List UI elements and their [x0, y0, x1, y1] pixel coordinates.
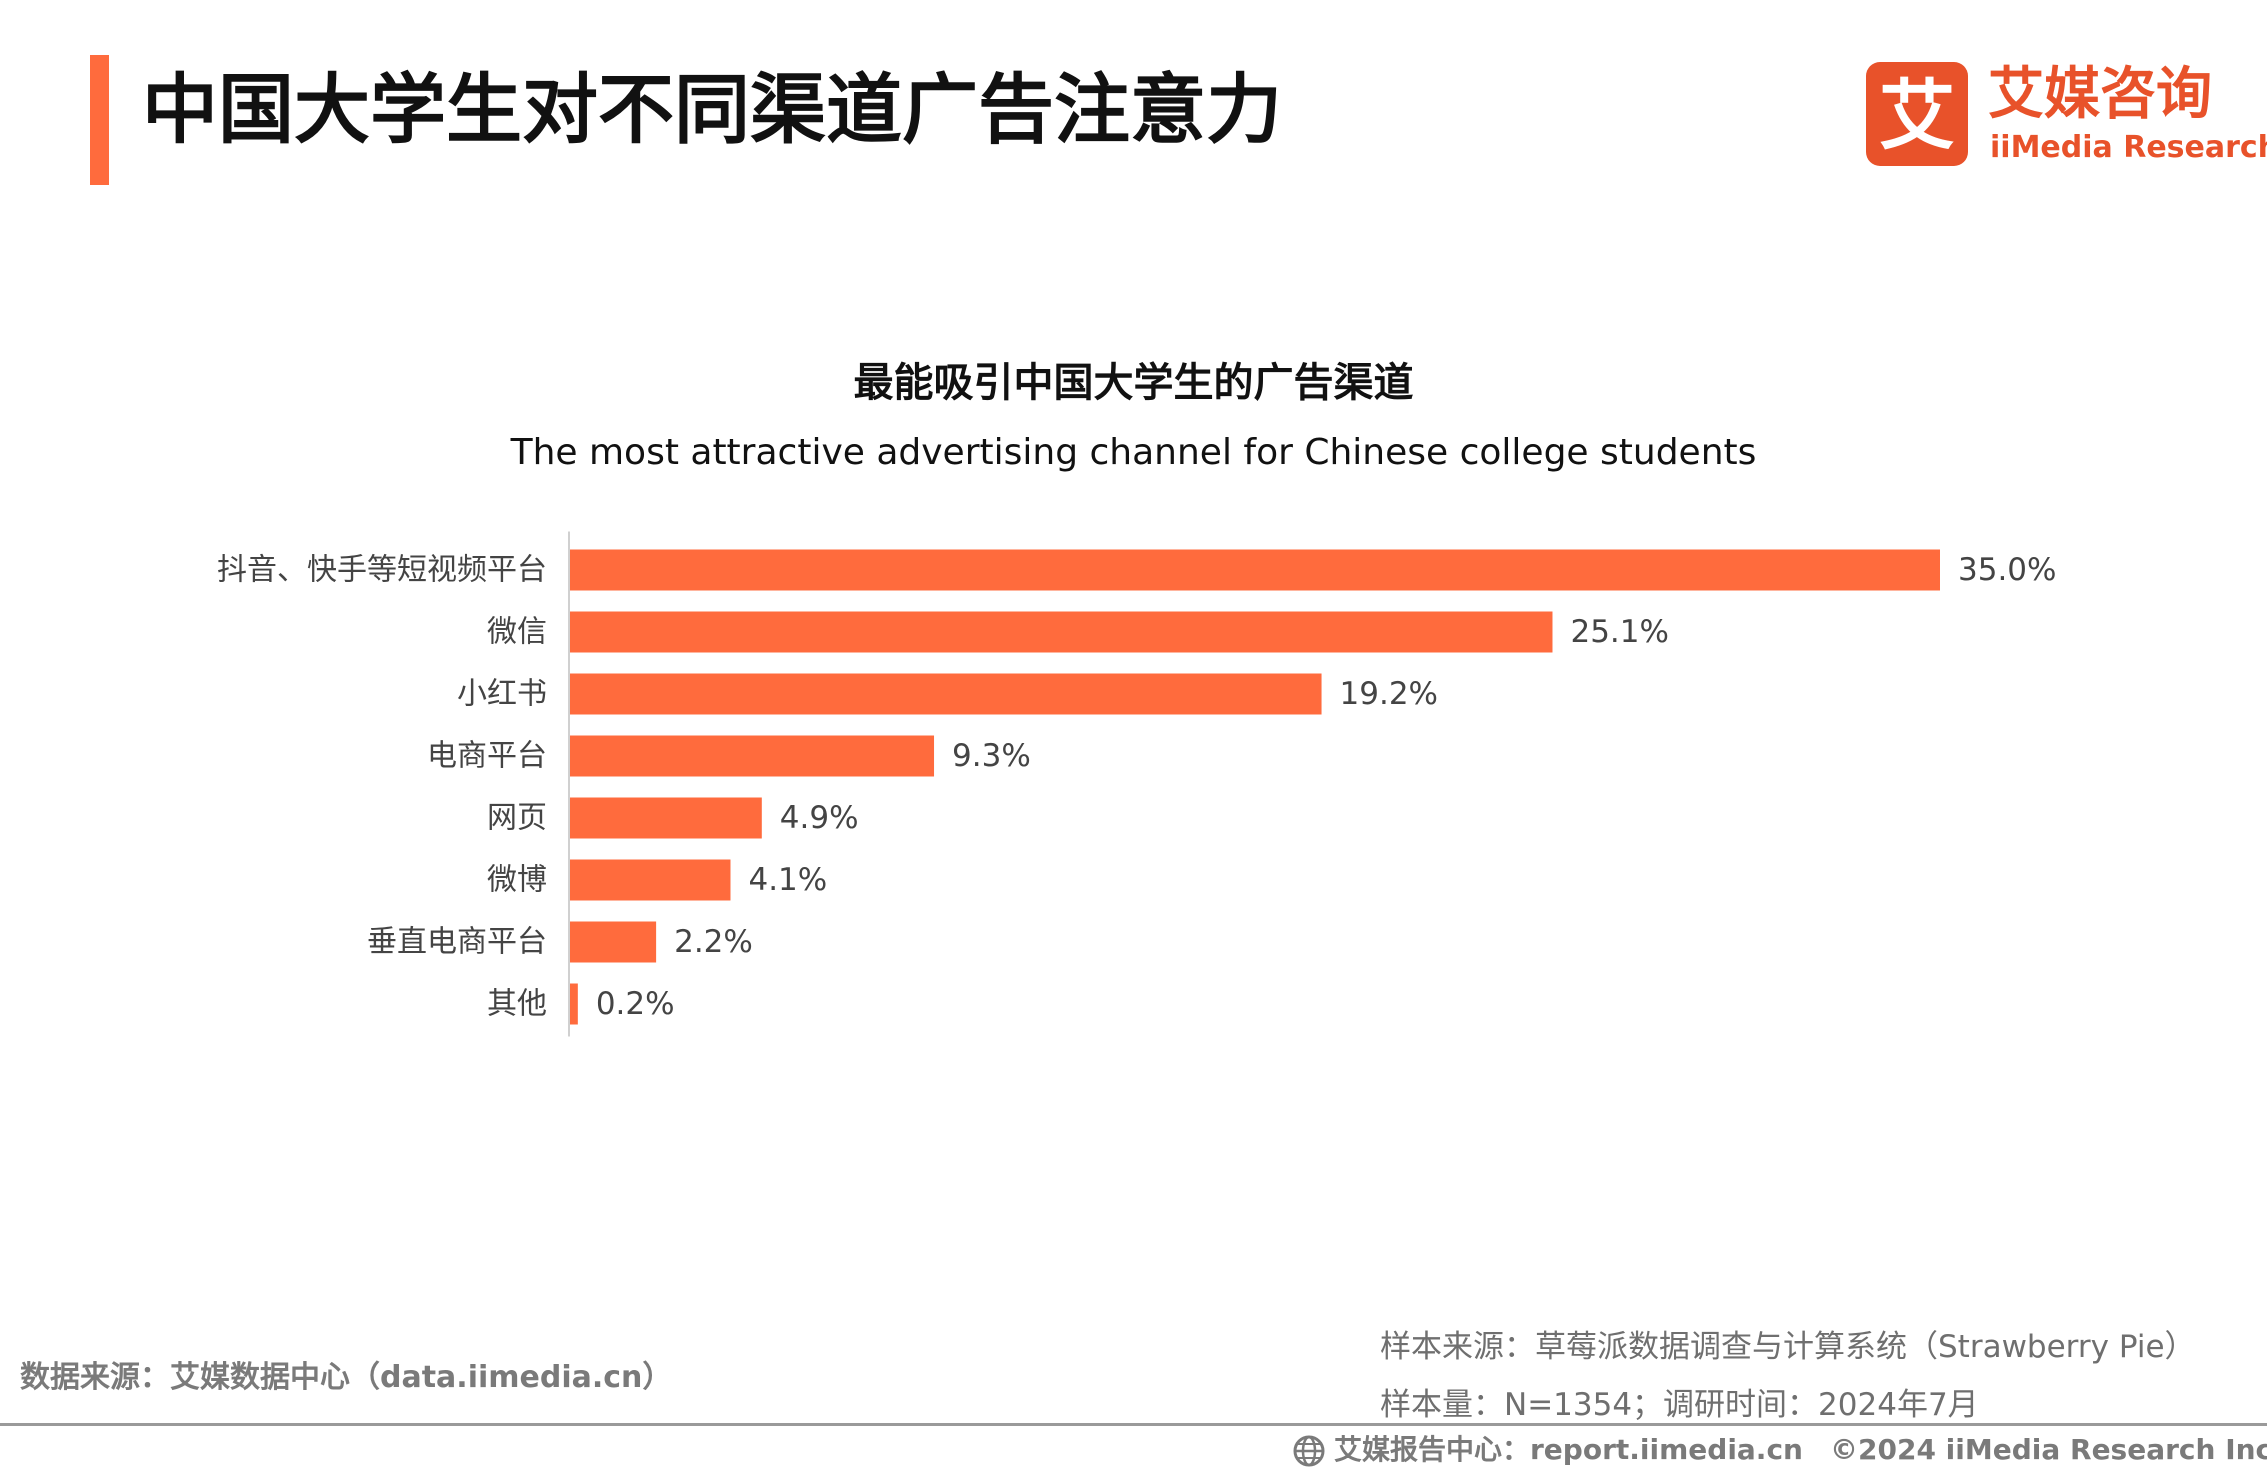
bar	[570, 921, 657, 963]
data-label: 4.9%	[780, 800, 859, 836]
category-label: 小红书	[457, 677, 547, 712]
bar	[570, 611, 1553, 653]
category-label: 微信	[487, 615, 547, 650]
bar	[570, 549, 1940, 591]
chart-subtitle: The most attractive advertising channel …	[510, 432, 1757, 473]
sample-info: 样本来源：草莓派数据调查与计算系统（Strawberry Pie） 样本量：N=…	[1380, 1318, 2196, 1434]
sample-size: 样本量：N=1354；调研时间：2024年7月	[1380, 1387, 1979, 1423]
bar	[570, 797, 762, 839]
report-center: 艾媒报告中心：report.iimedia.cn	[1292, 1428, 1803, 1472]
logo-name-en: iiMedia Research	[1990, 130, 2267, 165]
bar	[570, 735, 935, 777]
data-label: 19.2%	[1340, 676, 1438, 712]
iimedia-logo-icon: 艾	[1866, 62, 1968, 166]
bar	[570, 673, 1322, 715]
data-label: 9.3%	[952, 738, 1031, 774]
title-accent-bar	[90, 55, 109, 185]
page-title: 中国大学生对不同渠道广告注意力	[142, 65, 1282, 154]
iimedia-logo: 艾 艾媒咨询 iiMedia Research	[1866, 62, 2267, 170]
data-label: 2.2%	[674, 924, 753, 960]
category-label: 电商平台	[427, 739, 547, 774]
data-label: 4.1%	[748, 862, 827, 898]
category-label: 抖音、快手等短视频平台	[217, 553, 547, 588]
data-label: 35.0%	[1958, 552, 2056, 588]
category-label: 微博	[487, 863, 547, 898]
category-label: 其他	[487, 987, 547, 1022]
globe-icon	[1293, 1435, 1325, 1467]
data-label: 0.2%	[596, 986, 675, 1022]
footer-divider	[0, 1423, 2267, 1426]
data-source: 数据来源：艾媒数据中心（data.iimedia.cn）	[20, 1360, 673, 1395]
bar	[570, 983, 578, 1025]
category-label: 网页	[487, 801, 547, 836]
copyright: ©2024 iiMedia Research Inc	[1830, 1433, 2267, 1466]
logo-glyph: 艾	[1879, 71, 1955, 160]
data-label: 25.1%	[1570, 614, 1668, 650]
report-center-text: 艾媒报告中心：report.iimedia.cn	[1334, 1433, 1803, 1466]
bar	[570, 859, 731, 901]
logo-name-cn: 艾媒咨询	[1988, 62, 2212, 127]
sample-source: 样本来源：草莓派数据调查与计算系统（Strawberry Pie）	[1380, 1329, 2196, 1365]
chart-title: 最能吸引中国大学生的广告渠道	[853, 360, 1414, 406]
category-label: 垂直电商平台	[367, 925, 547, 960]
